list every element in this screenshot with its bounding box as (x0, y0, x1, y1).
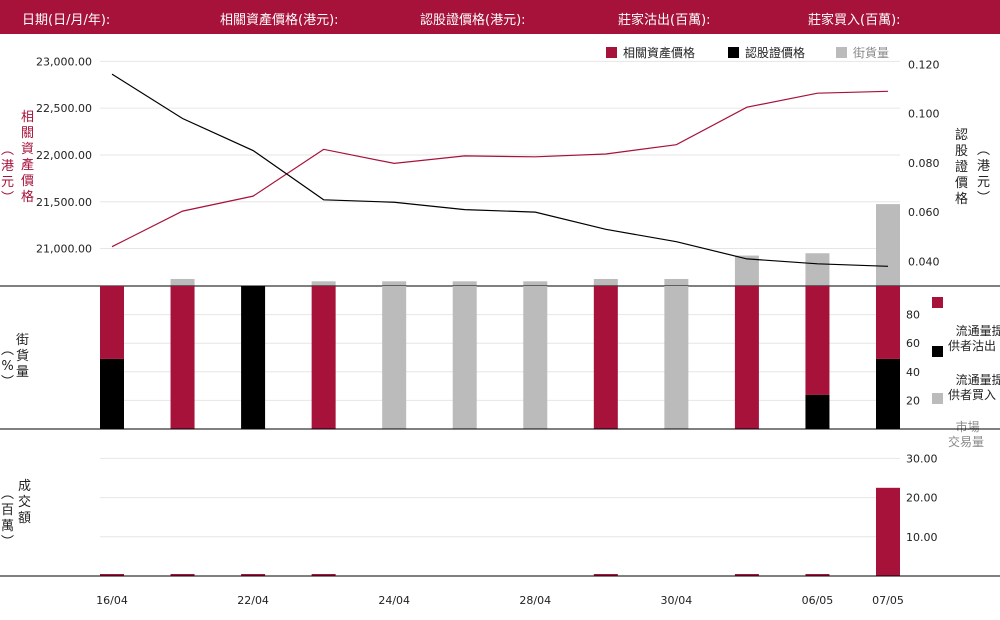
mid-y-tick-label: 20 (906, 394, 920, 407)
volume-bar (805, 253, 830, 286)
volume-bar (876, 204, 900, 286)
volume-bar (311, 281, 336, 286)
warrant-price-line (111, 73, 889, 267)
x-tick-label: 28/04 (519, 594, 551, 607)
turnover-bar (170, 574, 195, 576)
y-left-tick-label: 22,500.00 (36, 102, 92, 115)
legend-swatch-lp-sell (932, 297, 943, 308)
lp-buy-bar (805, 394, 830, 429)
volume-bar (664, 278, 689, 286)
turnover-bar (100, 574, 124, 576)
lp-sell-bar (734, 286, 759, 429)
lp-buy-bar (876, 358, 900, 429)
lp-sell-bar (876, 286, 900, 359)
mid-y-tick-label: 60 (906, 337, 920, 350)
turnover-bar (241, 574, 266, 576)
lp-sell-bar (593, 286, 618, 429)
volume-bar (170, 278, 195, 286)
legend-label-market-volume: 市場 交易量 (948, 420, 985, 449)
legend-market-volume[interactable]: 市場 交易量 (932, 390, 985, 450)
legend-warrant[interactable]: 認股證價格 (728, 44, 805, 61)
mid-axis-title: 街 貨 量 (16, 333, 30, 380)
y-left-tick-label: 21,500.00 (36, 196, 92, 209)
x-tick-label: 22/04 (237, 594, 269, 607)
left-axis-unit: ︵ 港 元 ︶ (1, 143, 15, 206)
turnover-bar (805, 574, 830, 576)
mid-axis-unit: ︵ % ︶ (1, 343, 15, 390)
lp-sell-bar (170, 286, 195, 429)
underlying-price-line (111, 90, 889, 248)
volume-bar (382, 281, 407, 286)
x-tick-label: 07/05 (872, 594, 904, 607)
volume-bar (734, 255, 759, 286)
market-volume-bar (664, 286, 689, 429)
legend-label-lp-buy: 流通量提 供者買入 (948, 373, 1000, 402)
chart-header-bar: 日期(日/月/年): 相關資產價格(港元): 認股證價格(港元): 莊家沽出(百… (0, 0, 1000, 34)
market-volume-bar (382, 286, 407, 429)
mm-buy-label: 莊家買入(百萬): (808, 13, 901, 28)
right-axis-title: 認 股 證 價 格 (955, 128, 969, 207)
y-right-tick-label: 0.060 (908, 206, 940, 219)
y-left-tick-label: 23,000.00 (36, 55, 92, 68)
legend-swatch-underlying (606, 47, 617, 58)
legend-volume[interactable]: 街貨量 (836, 44, 889, 61)
y-left-tick-label: 22,000.00 (36, 149, 92, 162)
lp-buy-bar (100, 358, 124, 429)
turnover-bar (593, 574, 618, 576)
turnover-bar (311, 574, 336, 576)
legend-label-lp-sell: 流通量提 供者沽出 (948, 324, 1000, 353)
mid-y-tick-label: 80 (906, 309, 920, 322)
lp-sell-bar (100, 286, 124, 359)
mid-y-tick-label: 40 (906, 366, 920, 379)
legend-swatch-volume (836, 47, 847, 58)
lp-buy-bar (241, 286, 266, 429)
x-tick-label: 24/04 (378, 594, 410, 607)
x-tick-label: 06/05 (802, 594, 834, 607)
bottom-y-tick-label: 20.00 (906, 492, 938, 505)
warrant-price-label: 認股證價格(港元): (420, 13, 526, 28)
date-label: 日期(日/月/年): (22, 13, 111, 28)
x-tick-label: 16/04 (96, 594, 128, 607)
warrant-chart: 21,000.00 21,500.00 22,000.00 22,500.00 23,0… (0, 55, 1000, 607)
bottom-y-tick-label: 10.00 (906, 531, 938, 544)
legend-label-warrant: 認股證價格 (745, 46, 806, 60)
underlying-price-label: 相關資產價格(港元): (220, 13, 339, 28)
bottom-axis-unit: ︵ 百 萬 ︶ (1, 487, 15, 550)
lp-sell-bar (311, 286, 336, 429)
legend-lp-buy[interactable]: 流通量提 供者買入 (932, 343, 1000, 403)
volume-bar (452, 281, 477, 286)
market-volume-bar (452, 286, 477, 429)
y-right-tick-label: 0.100 (908, 108, 940, 121)
legend-swatch-lp-buy (932, 346, 943, 357)
y-left-tick-label: 21,000.00 (36, 243, 92, 256)
legend-underlying[interactable]: 相關資產價格 (606, 44, 695, 61)
y-right-tick-label: 0.040 (908, 255, 940, 268)
lp-sell-bar (805, 286, 830, 395)
left-axis-title: 相 關 資 產 價 格 (21, 110, 35, 205)
y-right-tick-label: 0.120 (908, 58, 940, 71)
turnover-bar (734, 574, 759, 576)
x-tick-label: 30/04 (661, 594, 693, 607)
y-right-tick-label: 0.080 (908, 157, 940, 170)
volume-bar (593, 278, 618, 286)
mm-sell-label: 莊家沽出(百萬): (618, 13, 711, 28)
legend-swatch-warrant (728, 47, 739, 58)
legend-lp-sell[interactable]: 流通量提 供者沽出 (932, 294, 1000, 354)
legend-label-volume: 街貨量 (853, 46, 890, 60)
volume-bar (523, 281, 548, 286)
legend-swatch-market-volume (932, 393, 943, 404)
turnover-bar (876, 487, 900, 576)
legend-label-underlying: 相關資產價格 (623, 46, 696, 60)
bottom-y-tick-label: 30.00 (906, 452, 938, 465)
market-volume-bar (523, 286, 548, 429)
bottom-axis-title: 成 交 額 (18, 479, 32, 526)
right-axis-unit: ︵ 港 元 ︶ (977, 143, 991, 206)
